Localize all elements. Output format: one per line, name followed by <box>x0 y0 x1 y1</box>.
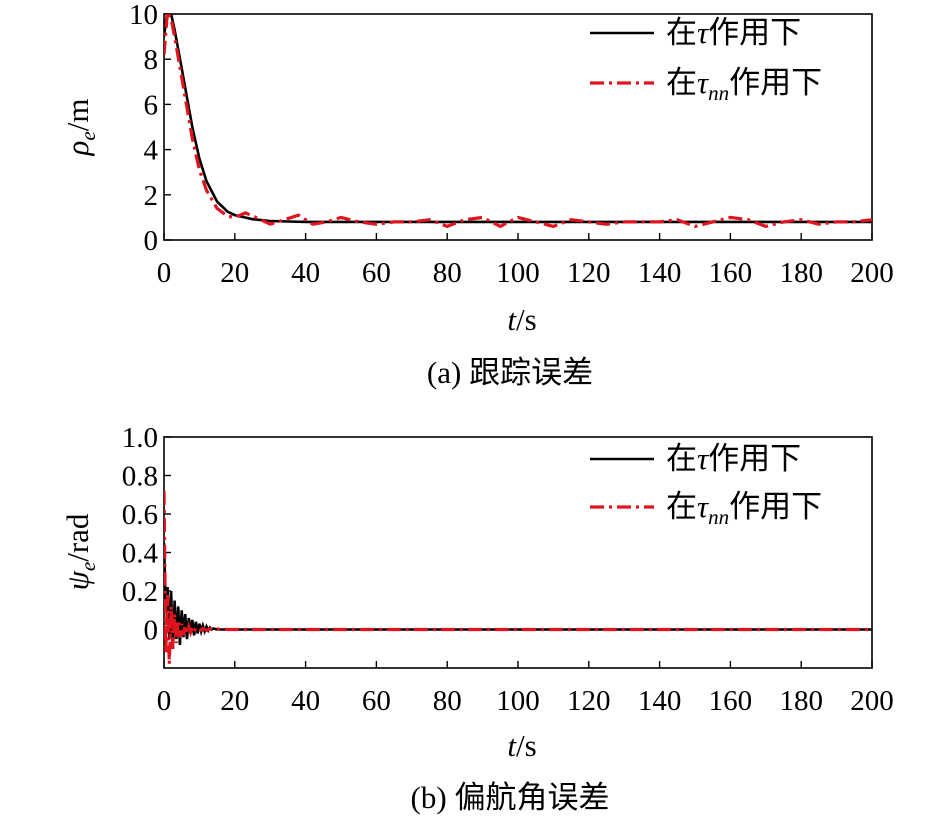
y-tick-label: 0.2 <box>122 576 158 608</box>
y-tick-label: 8 <box>144 44 159 76</box>
x-tick-label: 80 <box>433 257 462 289</box>
x-tick-label: 180 <box>779 685 823 717</box>
x-tick-label: 160 <box>709 257 753 289</box>
x-tick-label: 60 <box>362 685 391 717</box>
x-tick-label: 120 <box>567 257 611 289</box>
y-tick-label: 6 <box>144 89 159 121</box>
x-tick-label: 80 <box>433 685 462 717</box>
series-line-1 <box>164 542 872 649</box>
x-tick-label: 20 <box>220 685 249 717</box>
panel-caption: (a) 跟踪误差 <box>427 355 593 390</box>
y-tick-label: 0.8 <box>122 461 158 493</box>
x-tick-label: 200 <box>850 685 894 717</box>
y-axis-label: ρe/m <box>60 99 100 157</box>
x-axis-label: t/s <box>507 302 536 337</box>
x-tick-label: 60 <box>362 257 391 289</box>
legend-label-1: 在τ作用下 <box>666 15 801 50</box>
x-axis-label: t/s <box>507 728 536 763</box>
chart-panel-b: 0 20 40 60 80 100 120 140 160 180 200 0 0.2 0.4 0.6 0.8… <box>60 422 894 815</box>
x-tick-label: 40 <box>291 685 320 717</box>
x-tick-label: 0 <box>157 685 172 717</box>
y-tick-label: 0 <box>144 225 159 257</box>
x-tick-label: 120 <box>567 685 611 717</box>
legend-label-2: 在τnn作用下 <box>666 489 822 529</box>
y-axis-label: ψe/rad <box>60 513 100 590</box>
series-line-2 <box>164 490 872 665</box>
x-tick-label: 160 <box>709 685 753 717</box>
legend-label-2: 在τnn作用下 <box>666 65 822 105</box>
y-tick-label: 0 <box>144 615 159 647</box>
y-tick-label: 0.6 <box>122 499 158 531</box>
y-tick-label: 1.0 <box>122 422 158 454</box>
y-tick-label: 2 <box>144 180 159 212</box>
x-tick-label: 100 <box>496 257 540 289</box>
series-line-2 <box>164 14 872 229</box>
x-tick-label: 100 <box>496 685 540 717</box>
x-tick-label: 180 <box>779 257 823 289</box>
legend-label-1: 在τ作用下 <box>666 441 801 476</box>
y-tick-label: 4 <box>144 135 159 167</box>
x-tick-label: 20 <box>220 257 249 289</box>
y-tick-label: 10 <box>129 0 158 31</box>
x-tick-label: 140 <box>638 257 682 289</box>
panel-caption: (b) 偏航角误差 <box>411 780 610 815</box>
x-tick-label: 200 <box>850 257 894 289</box>
x-tick-label: 40 <box>291 257 320 289</box>
y-tick-label: 0.4 <box>122 538 159 570</box>
x-tick-label: 0 <box>157 257 172 289</box>
x-tick-label: 140 <box>638 685 682 717</box>
